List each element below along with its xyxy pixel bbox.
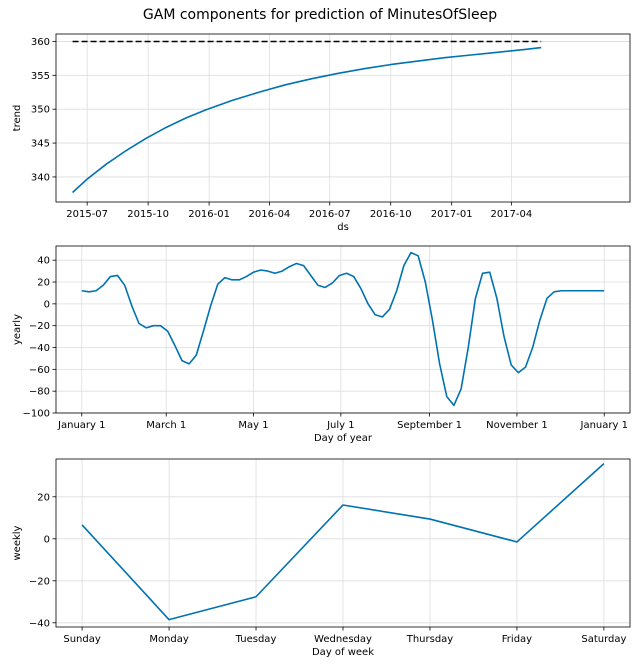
trend-panel: 2015-07 2015-10 2016-01 2016-04 2016-07 2016-…	[12, 33, 631, 233]
yearly-y-tick-label: −100	[23, 409, 50, 420]
trend-x-tick-label: 2015-10	[127, 209, 169, 220]
yearly-y-tick-label: −20	[29, 321, 50, 332]
trend-x-tick-label: 2016-07	[309, 209, 351, 220]
yearly-yearly-line	[81, 251, 605, 407]
trend-y-tick-label: 360	[31, 37, 50, 48]
trend-y-tick-label: 355	[31, 71, 50, 82]
yearly-x-tick-label: September 1	[397, 420, 462, 431]
yearly-y-tick-label: −60	[29, 365, 50, 376]
yearly-x-tick-label: March 1	[146, 420, 186, 431]
trend-x-tick-label: 2017-04	[490, 209, 532, 220]
figure-title: GAM components for prediction of Minutes…	[143, 7, 497, 23]
weekly-weekly-line	[81, 463, 605, 621]
yearly-x-tick-label: November 1	[486, 420, 548, 431]
yearly-axes-frame	[55, 245, 631, 414]
trend-x-tick-label: 2016-04	[249, 209, 291, 220]
yearly-y-tick-label: 40	[37, 256, 50, 267]
yearly-x-axis-label: Day of year	[314, 433, 373, 444]
trend-trend-line	[72, 46, 542, 194]
yearly-x-tick-label: May 1	[238, 420, 268, 431]
weekly-y-tick-label: −20	[29, 576, 50, 587]
weekly-x-tick-label: Saturday	[581, 634, 626, 645]
yearly-x-tick-label: January 1	[580, 420, 628, 431]
yearly-y-tick-label: 20	[37, 278, 50, 289]
trend-x-tick-label: 2016-01	[188, 209, 230, 220]
yearly-y-tick-label: −80	[29, 387, 50, 398]
weekly-y-tick-label: 0	[44, 534, 50, 545]
trend-x-axis-label: ds	[337, 222, 349, 233]
yearly-y-tick-label: −40	[29, 343, 50, 354]
yearly-panel: January 1 March 1 May 1 July 1 September 1 No…	[12, 245, 631, 444]
weekly-y-tick-label: 20	[37, 492, 50, 503]
weekly-x-axis-label: Day of week	[312, 647, 374, 658]
weekly-x-tick-label: Sunday	[63, 634, 100, 645]
weekly-x-tick-label: Wednesday	[314, 634, 372, 645]
trend-axes-frame	[55, 33, 631, 203]
weekly-x-tick-label: Friday	[502, 634, 532, 645]
trend-x-tick-label: 2015-07	[66, 209, 108, 220]
yearly-y-axis-label: yearly	[12, 314, 23, 345]
weekly-y-tick-label: −40	[29, 618, 50, 629]
weekly-x-tick-label: Monday	[149, 634, 189, 645]
yearly-x-tick-label: January 1	[57, 420, 105, 431]
trend-y-tick-label: 345	[31, 139, 50, 150]
weekly-y-axis-label: weekly	[12, 525, 23, 560]
weekly-x-tick-label: Tuesday	[235, 634, 277, 645]
trend-x-tick-label: 2017-01	[431, 209, 473, 220]
trend-y-axis-label: trend	[12, 105, 23, 132]
weekly-x-tick-label: Thursday	[406, 634, 454, 645]
trend-y-tick-label: 350	[31, 105, 50, 116]
yearly-y-tick-label: 0	[44, 299, 50, 310]
trend-y-tick-label: 340	[31, 172, 50, 183]
weekly-panel: Sunday Monday Tuesday Wednesday Thursday Frid…	[12, 458, 631, 658]
yearly-x-tick-label: July 1	[326, 420, 355, 431]
trend-x-tick-label: 2016-10	[370, 209, 412, 220]
